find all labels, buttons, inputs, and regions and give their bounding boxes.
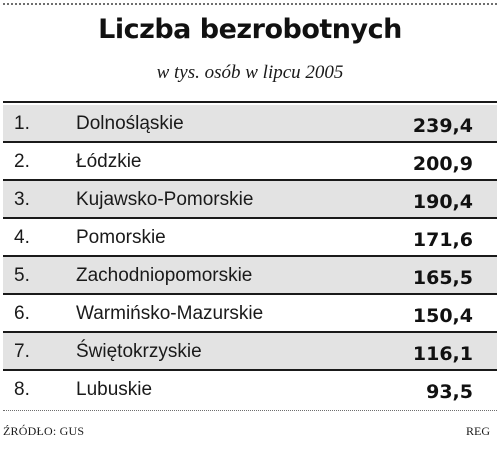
row-region: Kujawsko-Pomorskie <box>76 189 254 210</box>
table-row: 4. Pomorskie 171,6 <box>3 219 497 257</box>
row-value: 200,9 <box>412 153 473 175</box>
table-row: 7. Świętokrzyskie 116,1 <box>3 333 497 371</box>
row-rank: 5. <box>14 265 30 286</box>
bottom-dotted-rule <box>3 410 497 411</box>
chart-subtitle: w tys. osób w lipcu 2005 <box>156 62 344 83</box>
row-region: Pomorskie <box>76 227 166 248</box>
chart-title: Liczba bezrobotnych <box>98 14 402 45</box>
row-rank: 1. <box>14 113 30 134</box>
row-region: Warmińsko-Mazurskie <box>76 303 264 324</box>
row-value: 93,5 <box>426 381 473 403</box>
row-value: 171,6 <box>412 229 473 251</box>
row-rank: 7. <box>14 341 30 362</box>
row-rank: 4. <box>14 227 30 248</box>
credit-note: REG <box>466 424 490 438</box>
table-row: 5. Zachodniopomorskie 165,5 <box>3 257 497 295</box>
table-row: 6. Warmińsko-Mazurskie 150,4 <box>3 295 497 333</box>
data-table: 1. Dolnośląskie 239,4 2. Łódzkie 200,9 3. Kujaw… <box>3 105 497 409</box>
top-dotted-rule <box>3 3 497 5</box>
row-value: 150,4 <box>412 305 473 327</box>
table-row: 2. Łódzkie 200,9 <box>3 143 497 181</box>
row-rank: 2. <box>14 151 30 172</box>
row-rank: 3. <box>14 189 30 210</box>
table-row: 3. Kujawsko-Pomorskie 190,4 <box>3 181 497 219</box>
row-region: Łódzkie <box>76 151 142 172</box>
row-rank: 8. <box>14 379 30 400</box>
row-value: 165,5 <box>412 267 473 289</box>
row-value: 190,4 <box>412 191 473 213</box>
row-region: Lubuskie <box>76 379 153 400</box>
table-row: 8. Lubuskie 93,5 <box>3 371 497 409</box>
row-region: Świętokrzyskie <box>76 341 202 362</box>
row-value: 239,4 <box>412 115 473 137</box>
row-region: Zachodniopomorskie <box>76 265 253 286</box>
table-top-rule <box>3 101 497 103</box>
source-note: ŹRÓDŁO: GUS <box>3 424 85 438</box>
row-region: Dolnośląskie <box>76 113 184 134</box>
table-row: 1. Dolnośląskie 239,4 <box>3 105 497 143</box>
row-value: 116,1 <box>412 343 473 365</box>
row-rank: 6. <box>14 303 30 324</box>
